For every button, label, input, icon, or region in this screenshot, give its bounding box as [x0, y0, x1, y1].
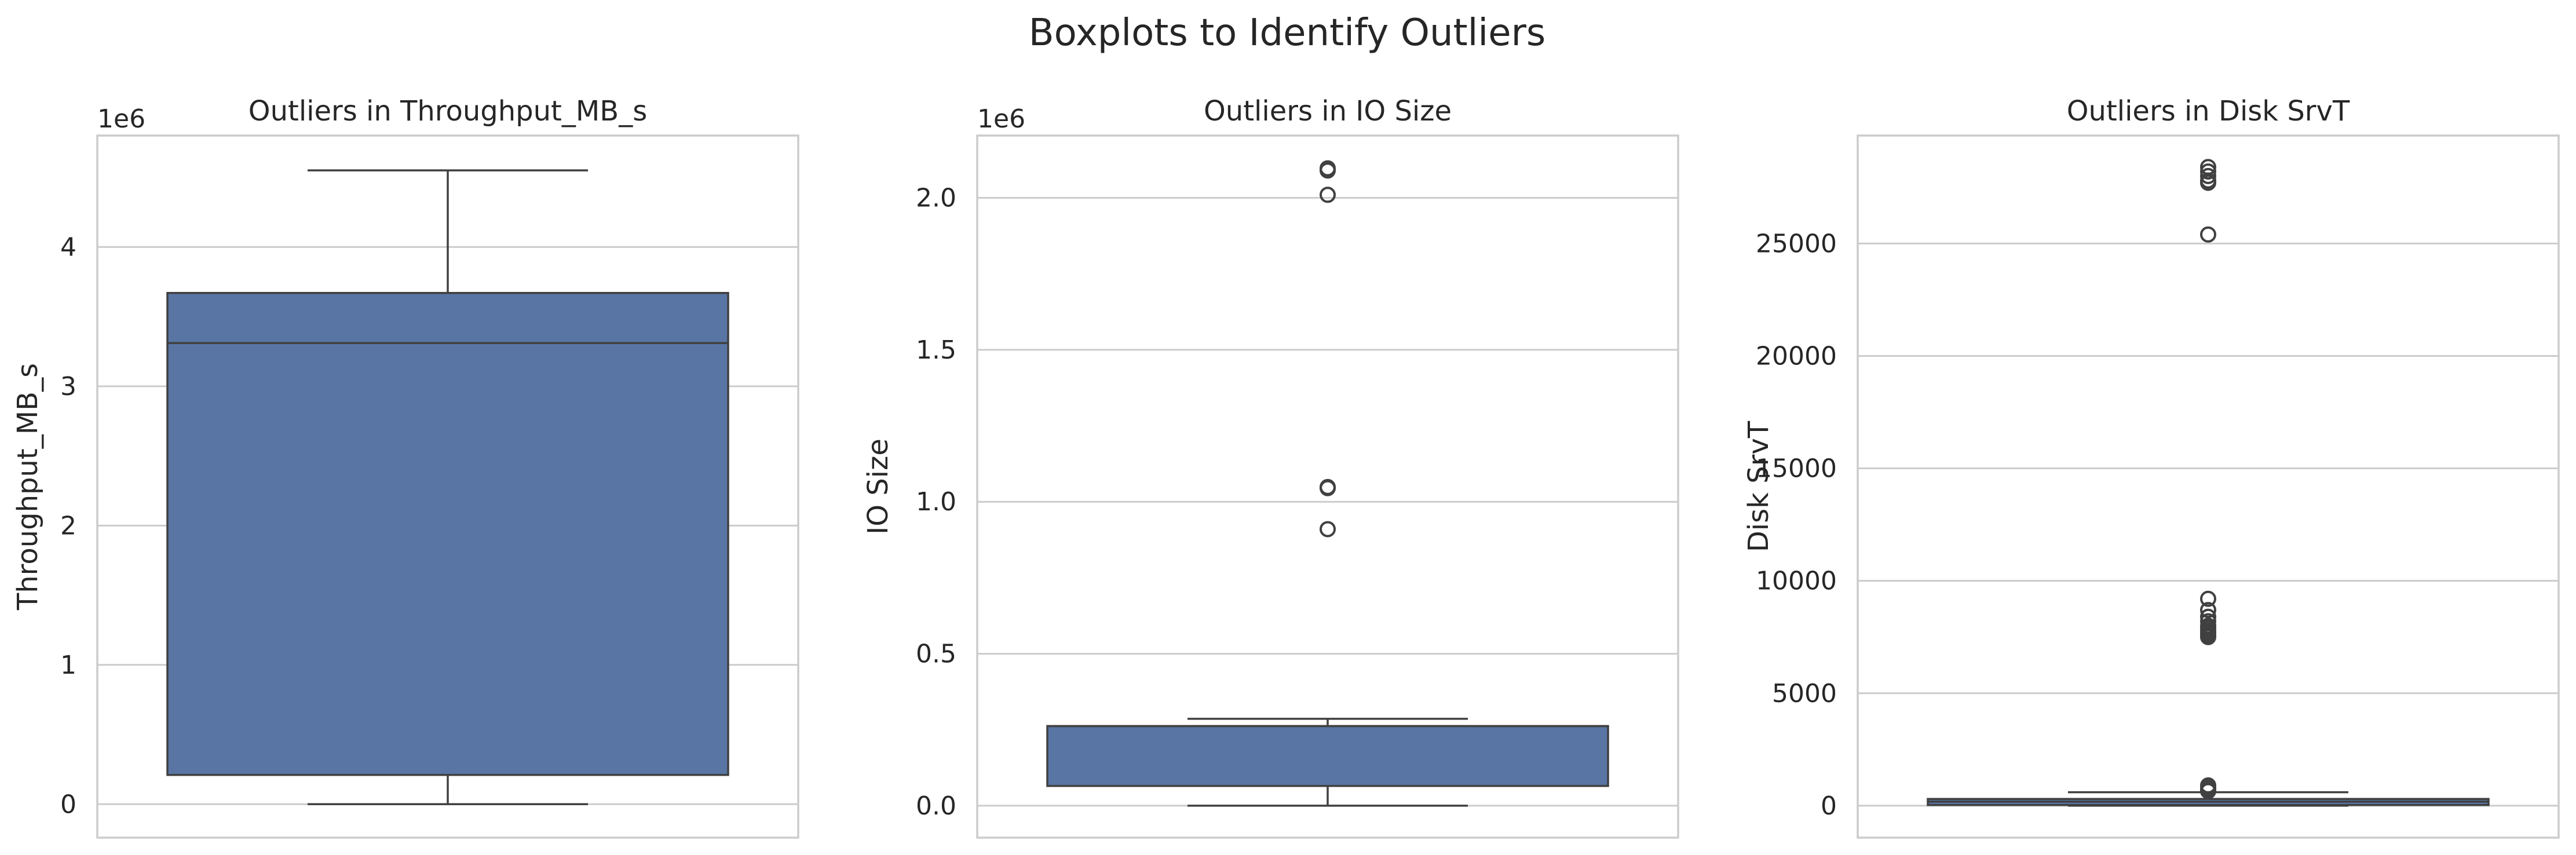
- outlier-point: [2200, 163, 2216, 180]
- outlier-point: [1320, 187, 1336, 203]
- y-tick-label: 25000: [1756, 229, 1837, 258]
- y-tick-label: 2: [60, 511, 76, 540]
- y-tick-label: 0.5: [916, 640, 956, 669]
- y-axis-label: IO Size: [862, 439, 894, 535]
- y-tick-label: 3: [60, 372, 76, 401]
- outlier-point: [2200, 226, 2216, 243]
- axis-offset-label: 1e6: [977, 104, 1025, 134]
- axes-frame: [1857, 134, 2560, 839]
- y-tick-label: 15000: [1756, 454, 1837, 484]
- figure-title: Boxplots to Identify Outliers: [1029, 12, 1545, 54]
- y-axis-label: Throughput_MB_s: [12, 363, 44, 611]
- subplot-3: 0 5000 10000 15000 20000 25000 Outliers in Dis…: [1742, 95, 2560, 839]
- y-tick-label: 4: [60, 232, 76, 262]
- y-tick-label: 0.0: [916, 791, 956, 821]
- box-iqr: [1046, 725, 1609, 787]
- y-tick-label: 5000: [1772, 679, 1837, 708]
- y-tick-label: 1.0: [916, 487, 956, 517]
- outlier-point: [1320, 521, 1336, 538]
- y-tick-label: 2.0: [916, 184, 956, 213]
- outlier-point: [2200, 783, 2216, 799]
- outlier-point: [1320, 162, 1336, 179]
- y-axis-label: Disk SrvT: [1742, 421, 1775, 552]
- axes-frame: [96, 134, 799, 839]
- y-tick-label: 20000: [1756, 341, 1837, 371]
- subplot-title: Outliers in Throughput_MB_s: [249, 95, 647, 127]
- outlier-point: [2200, 174, 2216, 191]
- boxplot: [1927, 159, 2490, 807]
- outlier-point: [2200, 590, 2216, 607]
- y-tick-label: 0: [1821, 791, 1837, 821]
- subplot-title: Outliers in IO Size: [1204, 95, 1452, 127]
- box-iqr: [166, 291, 729, 776]
- subplot-2: 0.0 0.5 1.0 1.5 2.0 Outliers in IO Size IO Siz…: [862, 95, 1679, 839]
- y-tick-label: 1: [60, 651, 76, 680]
- axes-frame: [976, 134, 1679, 839]
- boxplot: [166, 169, 729, 806]
- outlier-point: [1320, 480, 1336, 496]
- y-tick-label: 1.5: [916, 335, 956, 365]
- outlier-point: [2200, 167, 2216, 184]
- axis-offset-label: 1e6: [97, 104, 145, 134]
- outlier-point: [2200, 602, 2216, 619]
- subplots: 0 1 2 3 4 Outliers in Throughput_MB_s Throughp…: [12, 95, 2560, 839]
- y-tick-label: 10000: [1756, 567, 1837, 596]
- boxplot: [1046, 160, 1609, 807]
- outlier-point: [2200, 629, 2216, 645]
- subplot-title: Outliers in Disk SrvT: [2067, 95, 2350, 127]
- y-tick-label: 0: [60, 790, 76, 819]
- subplot-1: 0 1 2 3 4 Outliers in Throughput_MB_s Throughp…: [12, 95, 799, 839]
